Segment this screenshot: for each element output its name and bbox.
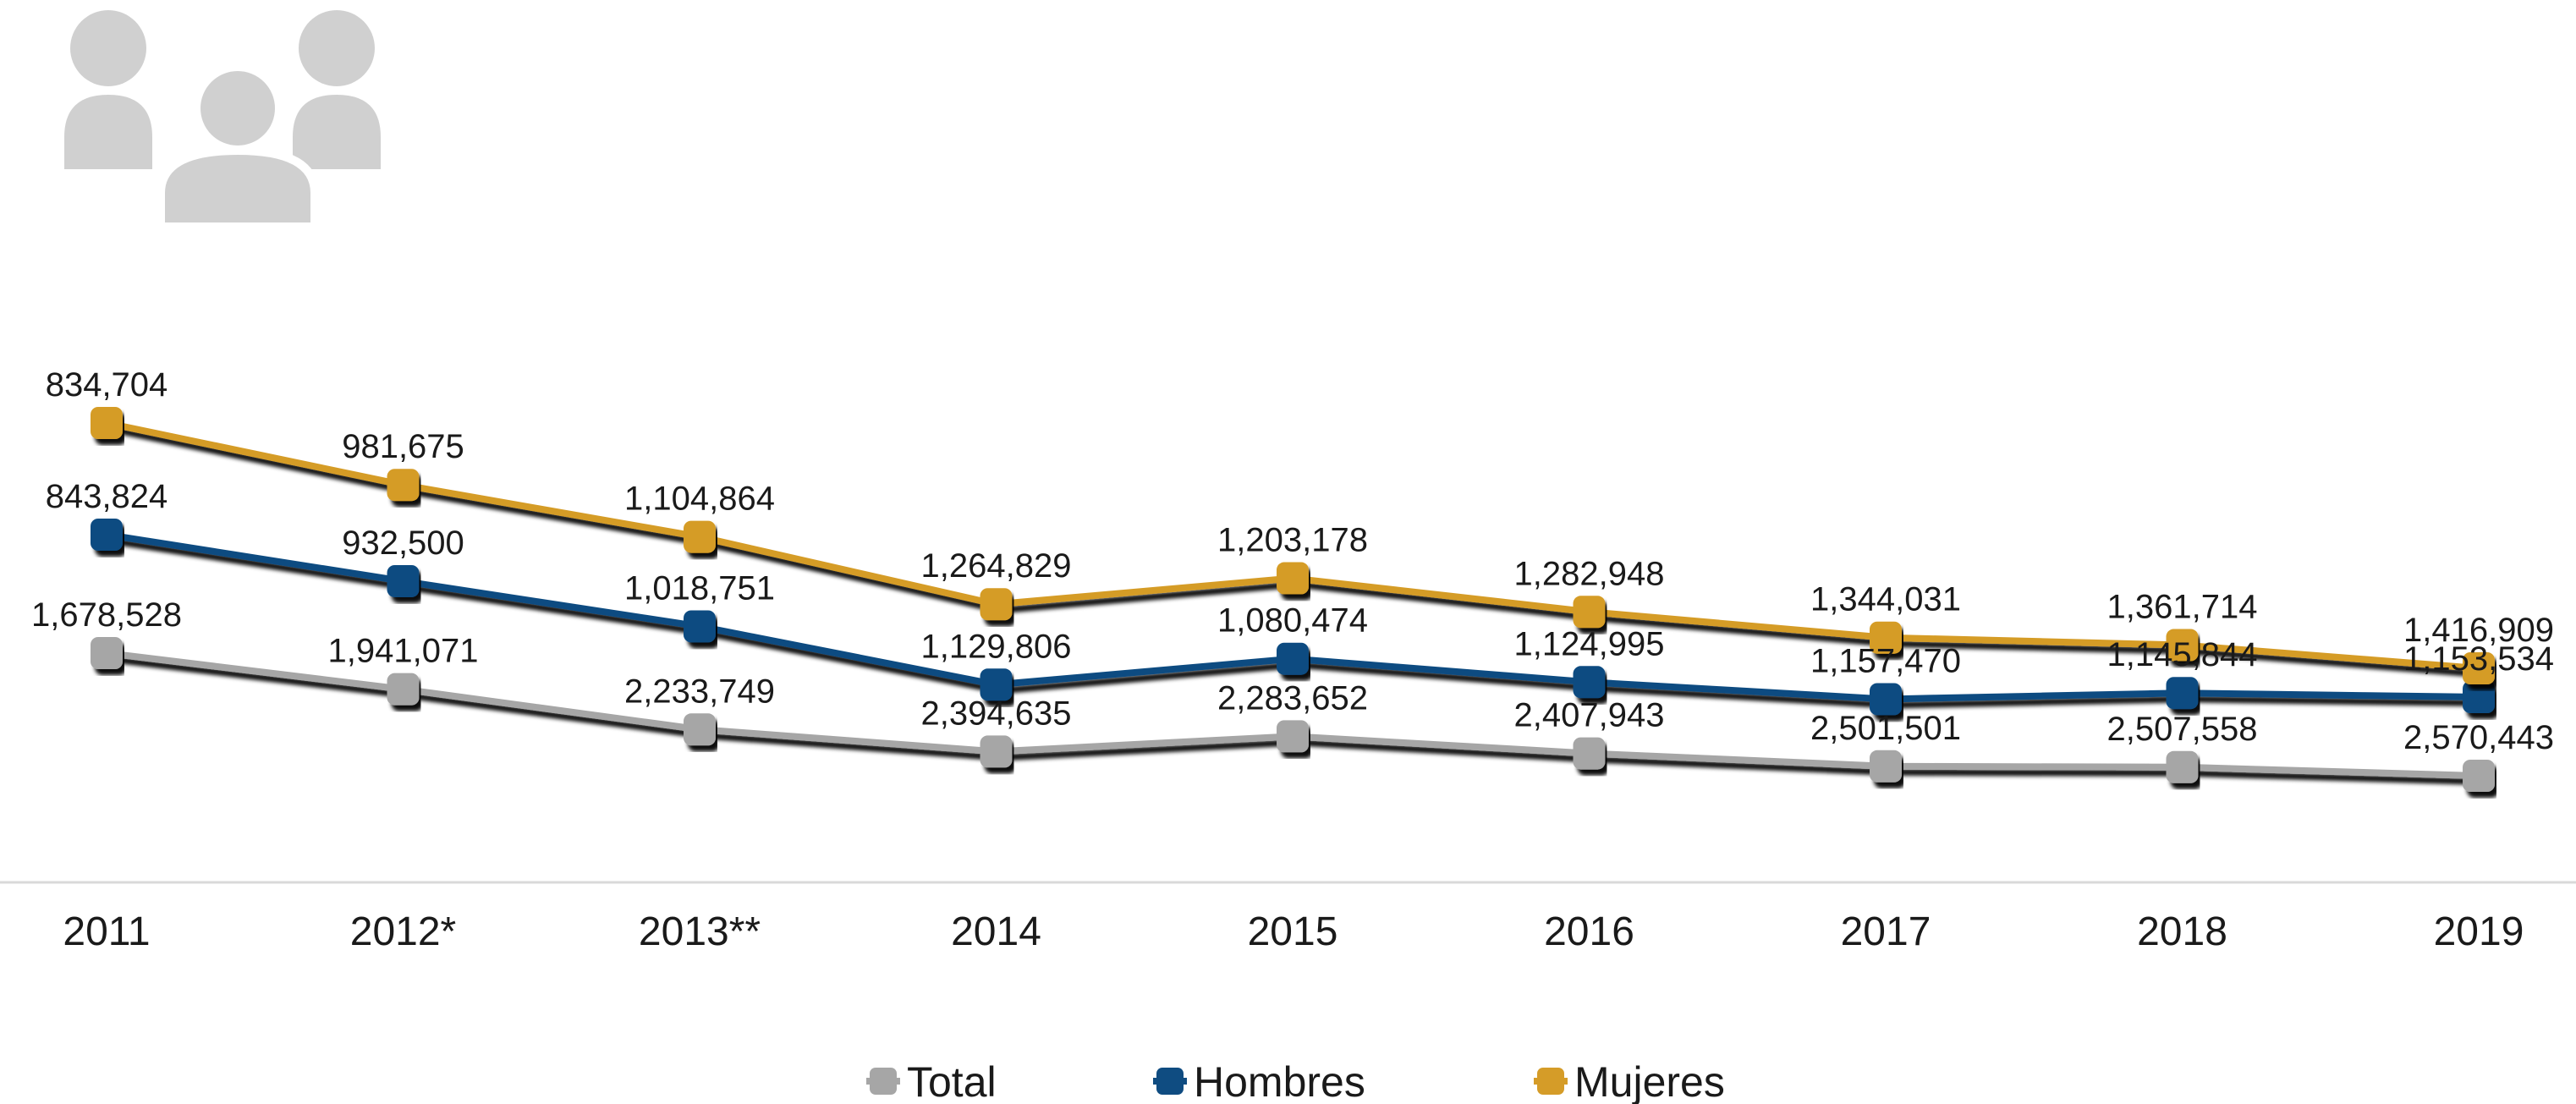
data-label: 981,675 — [342, 428, 464, 465]
x-axis-ticks: 2011 2012* 2013** 2014 2015 2016 2017 2018 2019 — [63, 909, 2524, 954]
point-total-2019 — [2463, 760, 2495, 792]
x-tick-label: 2011 — [63, 909, 150, 954]
data-label: 1,129,806 — [921, 628, 1072, 665]
data-label: 843,824 — [46, 478, 168, 515]
point-hombres-2014 — [980, 668, 1013, 701]
data-label: 2,233,749 — [624, 673, 775, 710]
point-hombres-2013 — [684, 610, 716, 643]
data-label: 2,394,635 — [921, 695, 1072, 732]
data-label: 1,416,909 — [2403, 612, 2554, 649]
legend-swatch-marker — [1537, 1068, 1564, 1095]
point-hombres-2016 — [1573, 666, 1606, 699]
series-hombres — [91, 519, 2495, 716]
point-mujeres-2017 — [1870, 621, 1902, 654]
point-total-2018 — [2166, 750, 2199, 783]
data-label: 2,507,558 — [2107, 711, 2258, 748]
legend-item-total: Total — [866, 1058, 997, 1104]
legend-swatch-marker — [870, 1068, 897, 1095]
point-hombres-2017 — [1870, 683, 1902, 716]
point-mujeres-2019 — [2463, 652, 2495, 684]
data-label: 1,124,995 — [1514, 625, 1665, 662]
x-tick-label: 2018 — [2137, 909, 2227, 954]
point-mujeres-2012 — [387, 469, 420, 502]
data-label: 2,407,943 — [1514, 697, 1665, 734]
data-label: 1,361,714 — [2107, 589, 2258, 626]
series-total — [91, 637, 2495, 792]
point-mujeres-2013 — [684, 520, 716, 553]
data-label: 1,941,071 — [328, 633, 479, 670]
x-tick-label: 2019 — [2434, 909, 2524, 954]
data-label: 1,678,528 — [31, 596, 182, 634]
point-hombres-2011 — [91, 519, 123, 551]
x-tick-label: 2012* — [350, 909, 456, 954]
data-label: 834,704 — [46, 366, 168, 404]
point-total-2017 — [1870, 750, 1902, 783]
point-hombres-2019 — [2463, 681, 2495, 713]
point-mujeres-2015 — [1277, 562, 1309, 595]
data-label: 1,145,844 — [2107, 636, 2258, 673]
point-total-2014 — [980, 735, 1013, 768]
point-hombres-2012 — [387, 564, 420, 597]
data-label: 1,344,031 — [1810, 581, 1961, 618]
point-total-2011 — [91, 637, 123, 669]
point-hombres-2015 — [1277, 642, 1309, 675]
x-tick-label: 2014 — [951, 909, 1041, 954]
point-mujeres-2018 — [2166, 629, 2199, 662]
legend-item-hombres: Hombres — [1153, 1058, 1365, 1104]
x-tick-label: 2017 — [1841, 909, 1931, 954]
point-hombres-2018 — [2166, 677, 2199, 710]
point-total-2013 — [684, 713, 716, 746]
data-label: 1,264,829 — [921, 547, 1072, 585]
data-labels: 1,678,528 1,941,071 2,233,749 2,394,635 2,28… — [31, 366, 2554, 756]
data-label: 2,501,501 — [1810, 710, 1961, 747]
point-mujeres-2014 — [980, 588, 1013, 621]
data-label: 2,283,652 — [1217, 679, 1368, 717]
data-label: 2,570,443 — [2403, 719, 2554, 756]
x-tick-label: 2016 — [1544, 909, 1634, 954]
data-label: 1,080,474 — [1217, 602, 1368, 640]
series-layer — [91, 407, 2495, 792]
data-label: 1,203,178 — [1217, 522, 1368, 559]
legend-item-mujeres: Mujeres — [1534, 1058, 1725, 1104]
point-mujeres-2011 — [91, 407, 123, 439]
point-mujeres-2016 — [1573, 596, 1606, 629]
data-label: 1,104,864 — [624, 481, 775, 518]
point-total-2016 — [1573, 737, 1606, 770]
data-label: 1,282,948 — [1514, 555, 1665, 592]
legend-label: Total — [907, 1058, 997, 1104]
legend-label: Hombres — [1194, 1058, 1365, 1104]
legend-label: Mujeres — [1574, 1058, 1725, 1104]
data-label: 932,500 — [342, 525, 464, 562]
x-tick-label: 2013** — [639, 909, 761, 954]
legend: Total Hombres Mujeres — [866, 1058, 1725, 1104]
legend-swatch-marker — [1156, 1068, 1184, 1095]
data-label: 1,157,470 — [1810, 642, 1961, 679]
data-label: 1,018,751 — [624, 569, 775, 607]
series-mujeres — [91, 407, 2495, 684]
point-total-2012 — [387, 673, 420, 706]
x-tick-label: 2015 — [1248, 909, 1338, 954]
people-group-icon — [64, 10, 381, 231]
data-label: 1,153,534 — [2403, 640, 2554, 678]
point-total-2015 — [1277, 720, 1309, 753]
